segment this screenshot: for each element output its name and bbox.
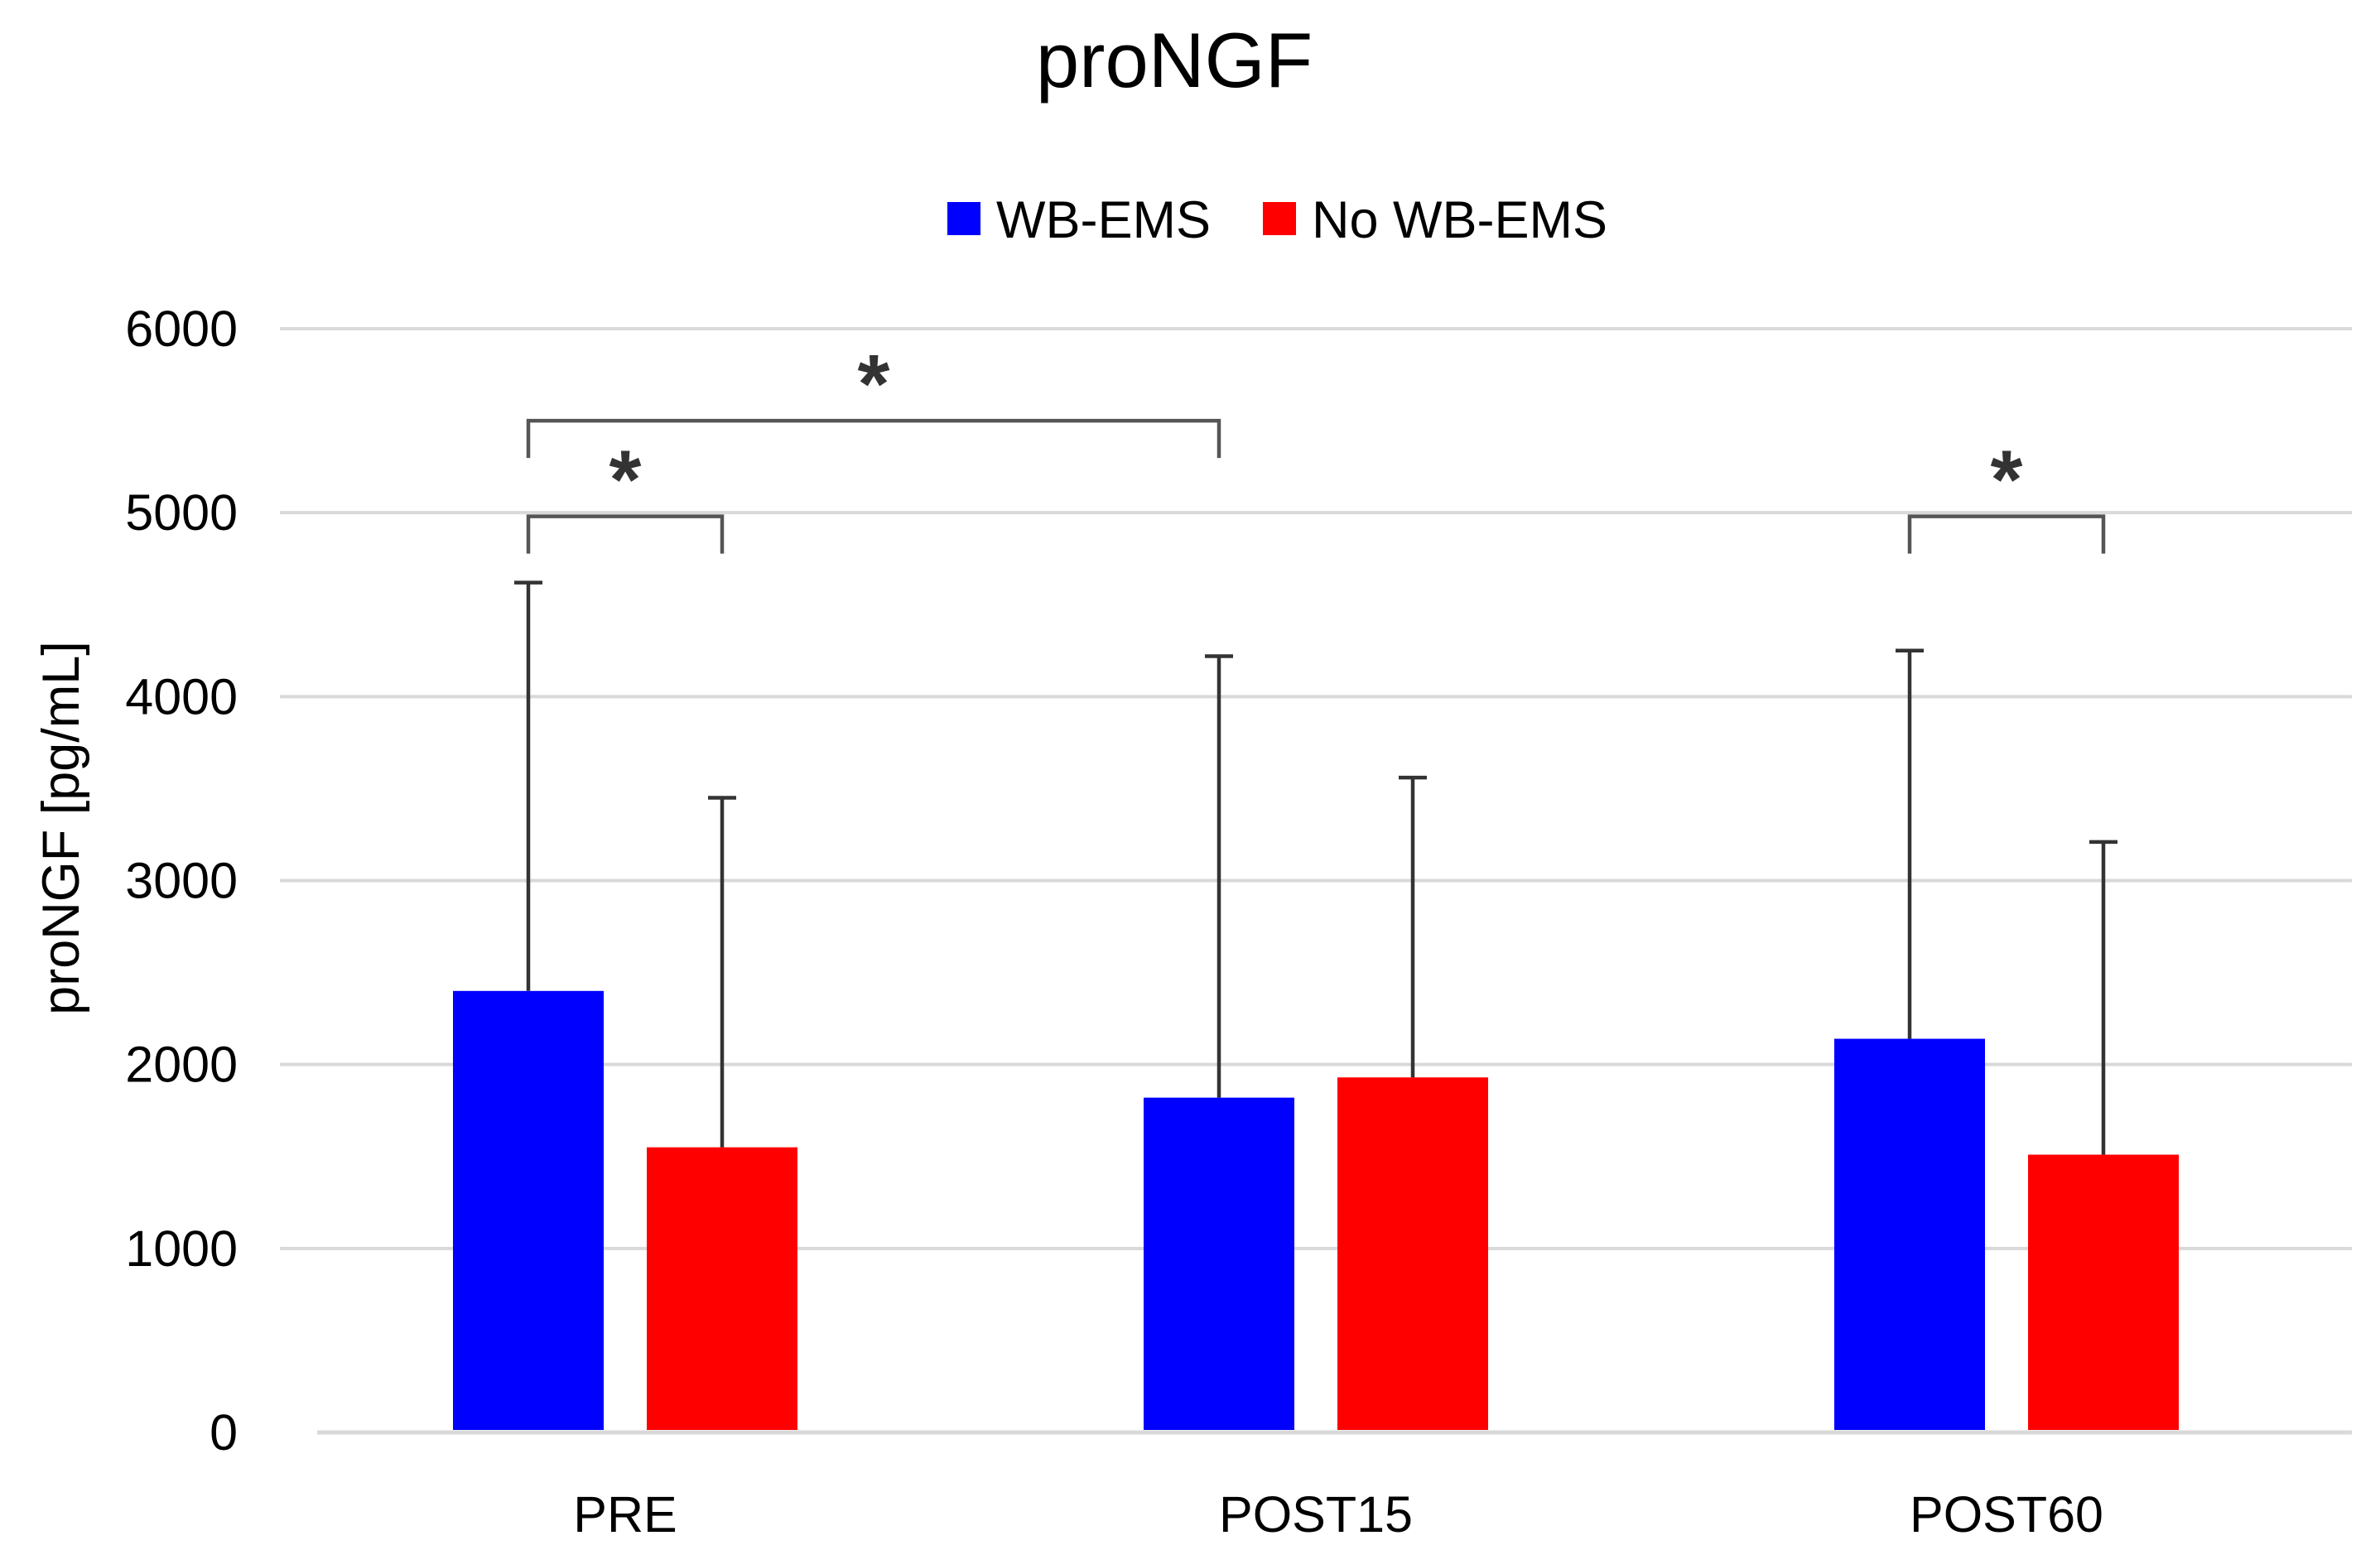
- y-tick-label-1000: 1000: [125, 1220, 238, 1277]
- y-tick-label-2000: 2000: [125, 1037, 238, 1093]
- significance-bracket-1: [526, 514, 725, 554]
- y-tick-label-5000: 5000: [125, 484, 238, 541]
- y-tick-label-4000: 4000: [125, 668, 238, 724]
- x-axis-categories: PRE POST15 POST60: [573, 1486, 2103, 1543]
- gridlines: [280, 327, 2352, 1435]
- significance-star-0: *: [858, 338, 890, 431]
- bar-post60-no-wb-ems: [2028, 1154, 2179, 1430]
- chart-title: proNGF: [1036, 17, 1313, 103]
- y-tick-label-3000: 3000: [125, 853, 238, 909]
- x-category-label-post60: POST60: [1910, 1486, 2103, 1543]
- significance-bracket-0: [526, 418, 1221, 459]
- bar-post15-wb-ems: [1144, 1097, 1294, 1430]
- significance-annotations: * * *: [526, 338, 2106, 554]
- y-tick-label-6000: 6000: [125, 301, 238, 357]
- legend-label-wb-ems: WB-EMS: [996, 191, 1211, 249]
- legend: WB-EMS No WB-EMS: [947, 191, 1607, 249]
- legend-label-no-wb-ems: No WB-EMS: [1312, 191, 1607, 249]
- significance-bracket-2: [1907, 514, 2106, 554]
- y-tick-label-0: 0: [210, 1404, 238, 1461]
- significance-star-2: *: [1991, 434, 2023, 527]
- legend-swatch-wb-ems: [947, 202, 980, 235]
- error-bars: [514, 580, 2117, 1155]
- x-category-label-pre: PRE: [573, 1486, 677, 1543]
- bar-post15-no-wb-ems: [1337, 1077, 1488, 1430]
- bar-post60-wb-ems: [1834, 1038, 1985, 1430]
- legend-swatch-no-wb-ems: [1263, 202, 1296, 235]
- y-axis-title: proNGF [pg/mL]: [32, 641, 90, 1015]
- bar-pre-wb-ems: [453, 990, 604, 1430]
- x-category-label-post15: POST15: [1219, 1486, 1413, 1543]
- bar-pre-no-wb-ems: [647, 1147, 797, 1430]
- significance-star-1: *: [609, 434, 642, 527]
- bars: [453, 990, 2179, 1430]
- y-axis-ticks: 0 1000 2000 3000 4000 5000 6000: [125, 301, 238, 1461]
